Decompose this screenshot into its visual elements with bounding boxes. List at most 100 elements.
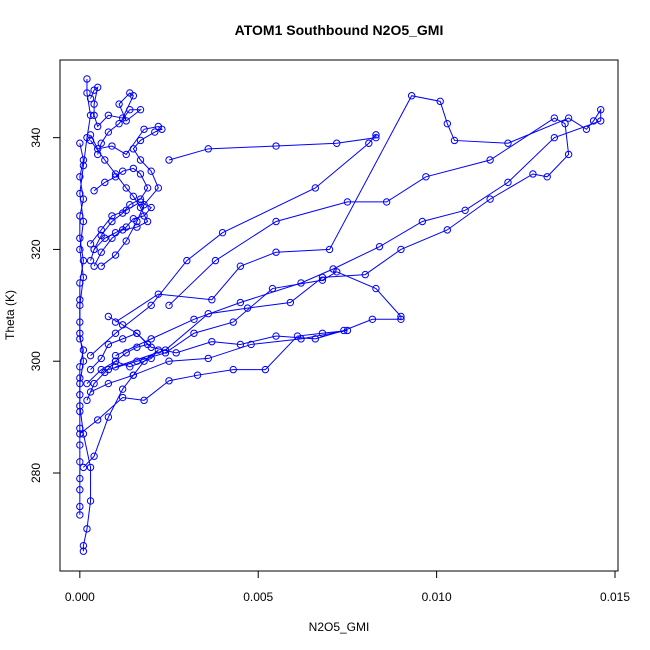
- data-point: [272, 217, 280, 226]
- series-line: [79, 329, 348, 435]
- data-point: [76, 139, 84, 147]
- data-point: [90, 245, 98, 254]
- data-point: [140, 357, 148, 365]
- data-point: [86, 365, 95, 374]
- data-point: [83, 396, 91, 405]
- data-point: [165, 377, 173, 385]
- data-point: [108, 142, 116, 150]
- data-point: [76, 189, 84, 198]
- series-line: [83, 349, 159, 468]
- data-point: [129, 371, 138, 379]
- data-point: [208, 296, 216, 304]
- data-point: [90, 187, 98, 195]
- data-point: [111, 351, 120, 360]
- data-point: [597, 106, 605, 114]
- data-point: [118, 167, 127, 175]
- data-point: [108, 217, 116, 226]
- series-3: [86, 83, 145, 159]
- data-point: [529, 170, 537, 178]
- x-axis: 0.000 0.005 0.010 0.015: [65, 570, 630, 604]
- series-13: [86, 198, 155, 254]
- data-point: [161, 349, 170, 357]
- data-point: [443, 226, 452, 234]
- data-point: [86, 136, 95, 145]
- data-point: [461, 206, 469, 215]
- data-point: [76, 234, 84, 242]
- data-point: [86, 256, 95, 265]
- data-point: [272, 332, 280, 340]
- data-point: [418, 217, 427, 226]
- data-point: [147, 354, 155, 363]
- data-point: [147, 167, 155, 175]
- plot-frame: [59, 59, 619, 572]
- data-point: [79, 273, 88, 282]
- series-1: [76, 75, 95, 555]
- data-point: [97, 248, 105, 256]
- data-point: [133, 329, 141, 337]
- data-point: [561, 119, 569, 128]
- data-point: [147, 335, 155, 343]
- data-point: [111, 357, 120, 365]
- data-point: [543, 173, 551, 181]
- data-point: [133, 343, 141, 351]
- series-9: [111, 92, 605, 360]
- data-point: [372, 131, 380, 139]
- data-point: [79, 156, 88, 164]
- data-point: [115, 100, 123, 108]
- data-point: [86, 463, 95, 472]
- data-point: [79, 463, 88, 472]
- data-point: [83, 379, 91, 388]
- data-point: [76, 502, 84, 511]
- data-point: [154, 346, 163, 354]
- data-point: [122, 150, 130, 159]
- data-point: [504, 178, 512, 187]
- data-point: [325, 245, 334, 254]
- data-point: [83, 525, 91, 533]
- x-tick-label: 0.010: [422, 590, 452, 604]
- y-tick-label: 300: [29, 351, 43, 371]
- data-point: [422, 173, 430, 181]
- data-point: [183, 256, 191, 265]
- data-point: [147, 301, 155, 310]
- series-11: [76, 326, 352, 438]
- data-point: [190, 329, 198, 337]
- series-7: [86, 131, 380, 360]
- data-point: [147, 203, 155, 212]
- chart-title: ATOM1 Southbound N2O5_GMI: [235, 22, 444, 38]
- data-point: [79, 547, 88, 555]
- x-tick-label: 0.005: [243, 590, 273, 604]
- data-point: [104, 111, 113, 120]
- data-point: [589, 117, 598, 125]
- plot-area: [76, 75, 605, 555]
- data-point: [97, 226, 105, 234]
- data-point: [104, 379, 113, 388]
- data-point: [375, 242, 384, 251]
- data-point: [154, 290, 163, 298]
- data-point: [407, 92, 416, 100]
- data-point: [79, 357, 88, 365]
- data-point: [318, 276, 327, 284]
- data-point: [101, 178, 109, 187]
- data-point: [122, 206, 130, 215]
- data-point: [97, 262, 105, 270]
- data-point: [93, 416, 102, 424]
- data-point: [83, 89, 91, 97]
- data-point: [104, 340, 113, 349]
- data-point: [193, 371, 202, 379]
- y-tick-label: 280: [29, 463, 43, 483]
- data-point: [550, 114, 559, 122]
- data-point: [297, 335, 305, 343]
- data-point: [93, 83, 102, 92]
- data-point: [111, 170, 120, 178]
- data-point: [272, 142, 280, 150]
- data-point: [133, 223, 141, 231]
- data-point: [165, 357, 173, 365]
- series-line: [90, 167, 149, 261]
- data-point: [204, 310, 212, 318]
- data-point: [165, 156, 173, 164]
- data-point: [111, 329, 120, 337]
- data-point: [76, 424, 84, 432]
- data-point: [268, 284, 277, 293]
- data-point: [136, 106, 145, 114]
